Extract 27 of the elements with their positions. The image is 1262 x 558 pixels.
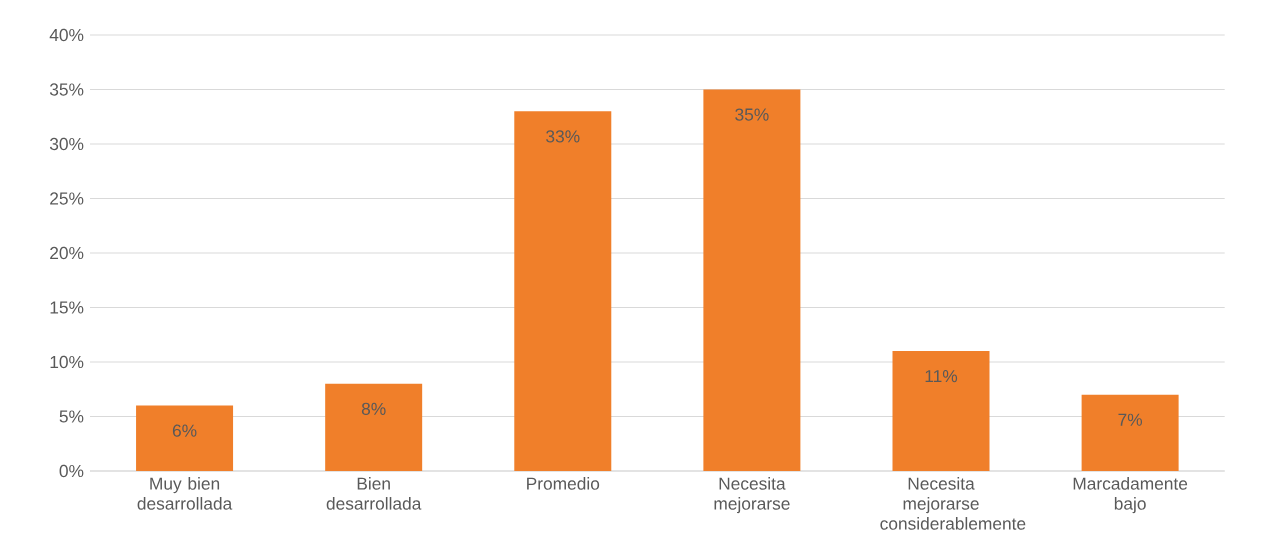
- y-tick-label: 40%: [49, 28, 84, 42]
- x-tick-label: Promedio: [527, 477, 600, 490]
- bar: [703, 89, 801, 471]
- bar: [514, 111, 612, 471]
- data-label: 33%: [546, 130, 580, 143]
- bar: [1081, 394, 1179, 471]
- data-label: 11%: [925, 370, 958, 383]
- x-tick-label: Marcadamente bajo: [1073, 477, 1188, 514]
- bar: [892, 351, 990, 471]
- x-tick-label: Necesita mejorarse: [714, 477, 790, 514]
- bar: [325, 383, 423, 471]
- x-tick-label: Muy bien desarrollada: [137, 477, 233, 510]
- x-tick-label: Necesita mejorarse considerablemente: [880, 477, 1026, 530]
- data-label: 6%: [172, 424, 197, 437]
- y-tick-label: 10%: [50, 355, 84, 369]
- data-label: 8%: [361, 402, 386, 416]
- bar: [136, 405, 234, 471]
- data-label: 35%: [735, 108, 769, 121]
- y-tick-label: 0%: [59, 464, 84, 478]
- x-tick-label: Bien desarrollada: [326, 477, 422, 510]
- y-tick-label: 15%: [50, 301, 84, 314]
- y-tick-label: 25%: [50, 192, 84, 205]
- data-label: 7%: [1118, 413, 1143, 426]
- y-tick-label: 5%: [59, 410, 84, 423]
- y-tick-label: 20%: [50, 246, 84, 260]
- y-tick-label: 30%: [49, 137, 84, 151]
- y-tick-label: 35%: [49, 83, 84, 96]
